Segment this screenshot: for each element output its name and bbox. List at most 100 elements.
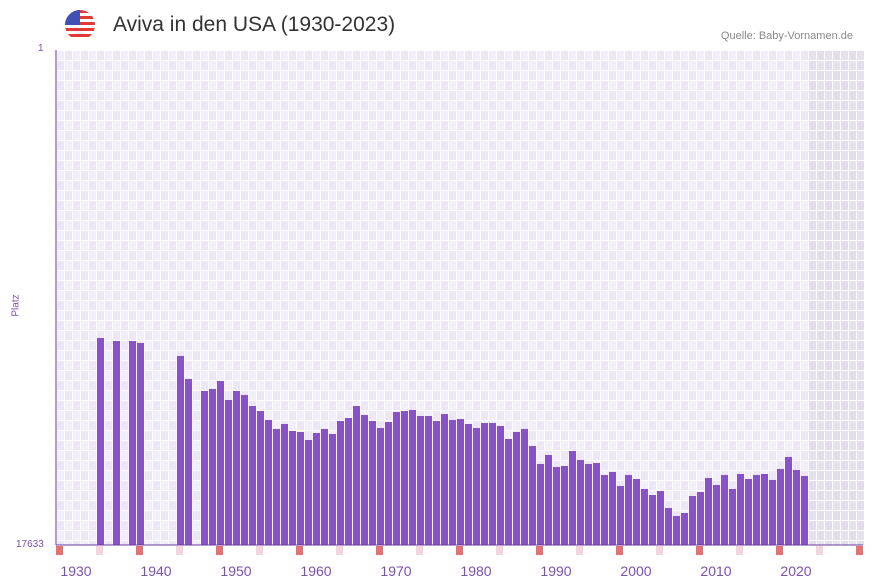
grid-cell — [721, 331, 728, 340]
grid-cell — [465, 341, 472, 350]
grid-cell — [713, 171, 720, 180]
grid-cell — [625, 361, 632, 370]
grid-cell — [193, 101, 200, 110]
grid-cell — [713, 101, 720, 110]
grid-cell — [721, 171, 728, 180]
grid-cell — [185, 311, 192, 320]
grid-cell — [145, 121, 152, 130]
grid-cell — [545, 281, 552, 290]
grid-cell — [361, 351, 368, 360]
grid-cell — [369, 271, 376, 280]
grid-cell — [313, 371, 320, 380]
grid-cell — [673, 501, 680, 510]
grid-cell — [105, 501, 112, 510]
grid-cell — [817, 381, 824, 390]
grid-cell — [833, 311, 840, 320]
grid-cell — [641, 61, 648, 70]
grid-cell — [833, 331, 840, 340]
grid-cell — [785, 91, 792, 100]
grid-cell — [721, 381, 728, 390]
grid-cell — [369, 261, 376, 270]
grid-cell — [345, 181, 352, 190]
grid-cell — [593, 101, 600, 110]
grid-cell — [241, 221, 248, 230]
grid-cell — [737, 121, 744, 130]
grid-cell — [81, 441, 88, 450]
grid-cell — [681, 501, 688, 510]
grid-cell — [313, 51, 320, 60]
grid-cell — [401, 241, 408, 250]
grid-cell — [833, 491, 840, 500]
grid-cell — [793, 61, 800, 70]
grid-cell — [697, 131, 704, 140]
grid-cell — [681, 491, 688, 500]
grid-cell — [241, 111, 248, 120]
grid-cell — [193, 271, 200, 280]
grid-cell — [761, 381, 768, 390]
grid-cell — [153, 431, 160, 440]
grid-cell — [385, 281, 392, 290]
grid-cell — [169, 321, 176, 330]
grid-cell — [553, 181, 560, 190]
grid-cell — [169, 111, 176, 120]
grid-cell — [417, 281, 424, 290]
source-link[interactable]: Quelle: Baby-Vornamen.de — [720, 30, 853, 42]
grid-cell — [641, 441, 648, 450]
grid-cell — [745, 221, 752, 230]
grid-cell — [57, 341, 64, 350]
grid-cell — [465, 271, 472, 280]
grid-cell — [105, 161, 112, 170]
grid-cell — [289, 251, 296, 260]
grid-cell — [809, 391, 816, 400]
grid-cell — [737, 81, 744, 90]
grid-cell — [441, 141, 448, 150]
grid-cell — [353, 51, 360, 60]
grid-cell — [121, 421, 128, 430]
grid-cell — [193, 61, 200, 70]
grid-cell — [97, 261, 104, 270]
grid-cell — [457, 271, 464, 280]
grid-cell — [385, 301, 392, 310]
grid-cell — [737, 91, 744, 100]
grid-cell — [265, 171, 272, 180]
grid-cell — [73, 501, 80, 510]
grid-cell — [281, 71, 288, 80]
grid-cell — [233, 161, 240, 170]
grid-cell — [153, 111, 160, 120]
grid-cell — [465, 51, 472, 60]
grid-cell — [849, 351, 856, 360]
grid-cell — [593, 401, 600, 410]
grid-cell — [185, 271, 192, 280]
grid-cell — [321, 291, 328, 300]
grid-cell — [609, 181, 616, 190]
grid-cell — [297, 211, 304, 220]
grid-cell — [145, 421, 152, 430]
grid-cell — [817, 171, 824, 180]
grid-cell — [697, 441, 704, 450]
grid-cell — [633, 211, 640, 220]
grid-cell — [753, 391, 760, 400]
grid-cell — [385, 61, 392, 70]
grid-cell — [281, 181, 288, 190]
grid-cell — [553, 261, 560, 270]
grid-cell — [609, 111, 616, 120]
grid-cell — [89, 511, 96, 520]
grid-cell — [689, 211, 696, 220]
grid-cell — [625, 451, 632, 460]
grid-cell — [137, 131, 144, 140]
grid-cell — [425, 401, 432, 410]
grid-cell — [297, 271, 304, 280]
grid-cell — [665, 231, 672, 240]
grid-cell — [609, 271, 616, 280]
grid-cell — [377, 231, 384, 240]
grid-cell — [609, 51, 616, 60]
grid-cell — [65, 511, 72, 520]
grid-cell — [273, 141, 280, 150]
grid-cell — [337, 391, 344, 400]
grid-cell — [601, 401, 608, 410]
grid-cell — [265, 371, 272, 380]
grid-cell — [665, 211, 672, 220]
grid-cell — [73, 461, 80, 470]
grid-cell — [73, 431, 80, 440]
grid-cell — [713, 241, 720, 250]
